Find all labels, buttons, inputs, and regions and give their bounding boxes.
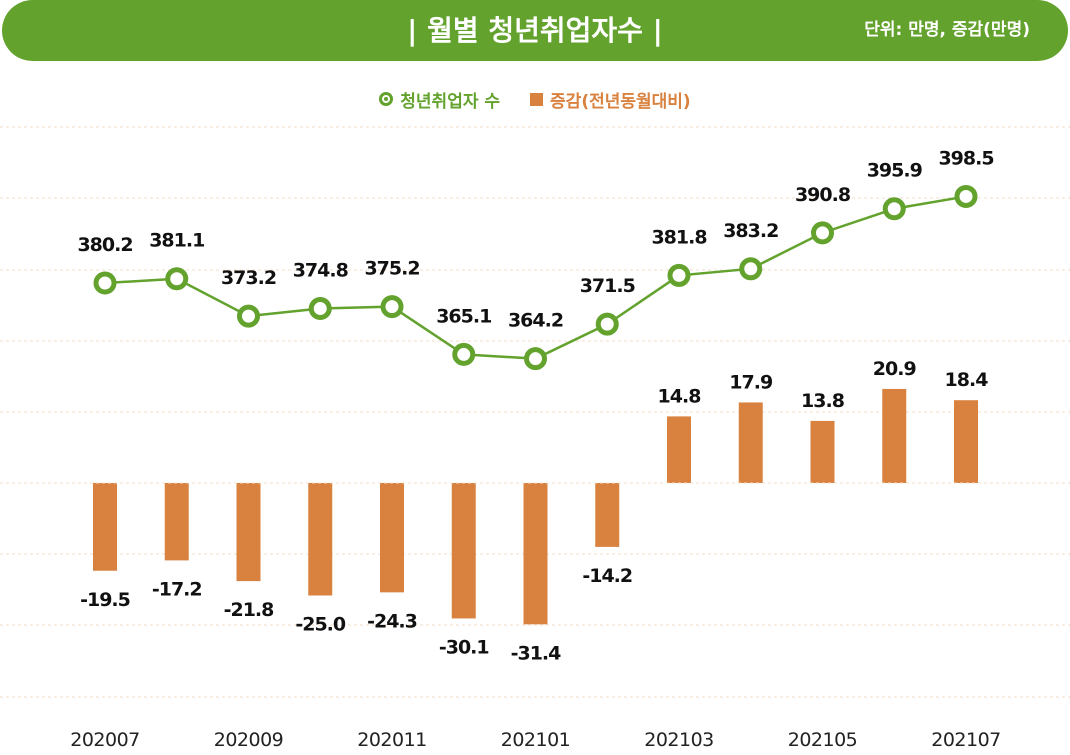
chart-title: | 월별 청년취업자수 | — [407, 14, 663, 47]
line-point-202104 — [739, 257, 763, 281]
bar-value-label: -24.3 — [367, 610, 417, 632]
x-tick-label: 202007 — [70, 729, 140, 751]
ring-dot-icon — [379, 92, 394, 106]
unit-label: 단위: 만명, 증감(만명) — [864, 20, 1030, 40]
line-value-label: 390.8 — [795, 184, 851, 206]
x-tick-label: 202103 — [644, 729, 714, 751]
bar-value-label: 14.8 — [658, 385, 702, 407]
line-value-label: 364.2 — [508, 310, 563, 332]
bar-202107 — [954, 400, 978, 483]
bar-202007 — [93, 483, 117, 571]
bar-value-label: -21.8 — [224, 599, 275, 621]
square-icon — [530, 92, 544, 106]
bar-202101 — [523, 483, 548, 625]
line-point-202107 — [954, 184, 978, 208]
bar-value-label: -14.2 — [582, 565, 632, 587]
line-point-202010 — [308, 297, 332, 321]
legend-item-line: 청년취업자 수 — [379, 87, 500, 112]
x-tick-label: 202107 — [931, 729, 1001, 751]
line-point-202008 — [165, 267, 189, 291]
line-value-label: 398.5 — [938, 147, 993, 169]
bar-202010 — [308, 483, 333, 596]
bar-202009 — [236, 483, 261, 582]
legend: 청년취업자 수 증감(전년동월대비) — [0, 86, 1070, 112]
line-point-202009 — [237, 304, 260, 328]
line-value-label: 375.2 — [364, 258, 419, 280]
bar-value-label: 13.8 — [801, 390, 845, 412]
line-point-202105 — [811, 221, 834, 245]
legend-line-label: 청년취업자 수 — [400, 91, 501, 112]
line-value-label: 381.8 — [651, 226, 707, 248]
bar-202104 — [738, 402, 763, 483]
legend-item-bar: 증감(전년동월대비) — [530, 87, 691, 112]
bar-value-label: -25.0 — [295, 614, 346, 636]
line-value-label: 380.2 — [77, 234, 132, 256]
line-point-202011 — [380, 295, 404, 319]
line-value-label: 381.1 — [149, 230, 204, 252]
line-value-label: 383.2 — [723, 220, 778, 242]
line-value-label: 374.8 — [293, 260, 349, 282]
title-banner: | 월별 청년취업자수 | 단위: 만명, 증감(만명) — [2, 0, 1068, 61]
line-value-label: 371.5 — [580, 275, 635, 297]
bar-202011 — [380, 483, 404, 593]
bar-value-label: 18.4 — [945, 369, 989, 391]
line-point-202103 — [667, 263, 691, 287]
bar-202103 — [667, 416, 691, 483]
bar-202106 — [882, 388, 907, 483]
line-value-label: 373.2 — [221, 267, 276, 289]
bar-value-label: -19.5 — [80, 589, 130, 611]
line-point-202102 — [595, 312, 619, 336]
bar-value-label: 20.9 — [873, 358, 916, 380]
bar-202012 — [451, 483, 476, 619]
x-tick-label: 202011 — [357, 729, 427, 751]
bar-value-label: -31.4 — [511, 642, 562, 664]
bar-value-label: -17.2 — [152, 578, 202, 600]
line-value-label: 395.9 — [867, 160, 922, 182]
bar-value-label: -30.1 — [439, 636, 489, 658]
bar-202105 — [810, 420, 835, 483]
line-value-label: 365.1 — [436, 305, 491, 327]
bar-202008 — [164, 483, 189, 561]
x-tick-label: 202105 — [788, 729, 858, 751]
bar-value-label: 17.9 — [729, 371, 772, 393]
x-tick-label: 202009 — [214, 729, 284, 751]
line-point-202007 — [93, 271, 117, 295]
x-tick-label: 202101 — [501, 729, 571, 751]
line-point-202012 — [452, 342, 476, 366]
bar-202102 — [595, 483, 620, 547]
line-point-202106 — [882, 197, 906, 221]
legend-bar-label: 증감(전년동월대비) — [550, 91, 691, 112]
line-point-202101 — [524, 347, 547, 371]
